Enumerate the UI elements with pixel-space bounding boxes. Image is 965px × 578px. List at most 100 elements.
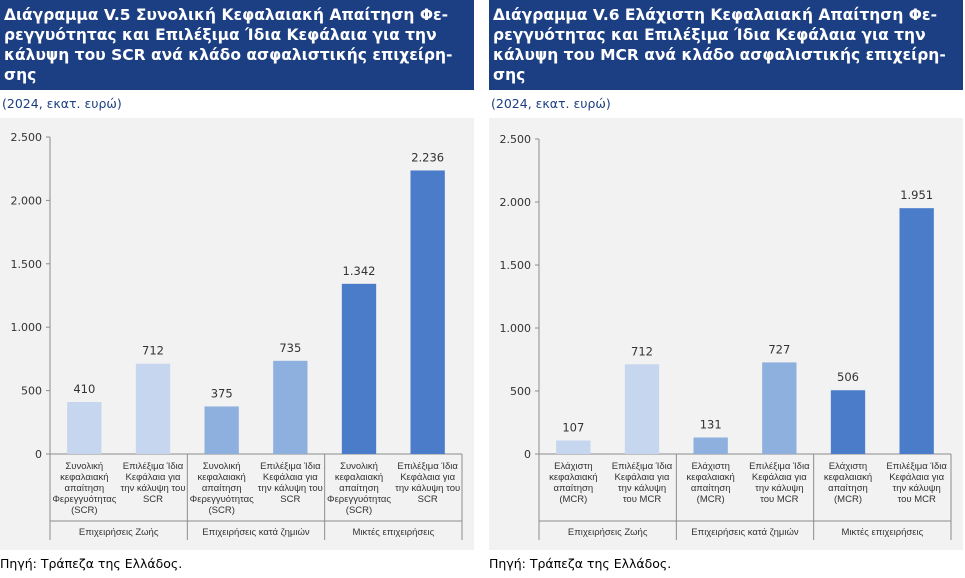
bar bbox=[273, 360, 308, 454]
bar-category-label: απαίτηση bbox=[553, 483, 593, 494]
bar-category-label: την κάλυψη bbox=[893, 483, 941, 494]
group-label: Επιχειρήσεις Ζωής bbox=[79, 527, 159, 538]
bar-category-label: Ελάχιστη bbox=[554, 461, 592, 472]
bar bbox=[135, 363, 171, 454]
bar-category-label: την κάλυψη bbox=[618, 483, 666, 494]
chart-plot-area: 0 500 1.000 1.500 2.000 2.500 107 Ελάχιστη κεφαλ… bbox=[489, 118, 963, 550]
chart-title-line: ρεγγυότητας και Επιλέξιμα Ίδια Κεφάλαια … bbox=[4, 26, 437, 44]
chart-subtitle: (2024, εκατ. ευρώ) bbox=[2, 96, 122, 111]
group-label: Επιχειρήσεις Ζωής bbox=[568, 527, 648, 538]
y-tick-label: 2.000 bbox=[500, 196, 532, 209]
y-tick-label: 1.000 bbox=[500, 322, 532, 335]
bar-category-label: Ελάχιστη bbox=[691, 461, 729, 472]
bar-chart-v5: 05001.0001.5002.0002.500410Συνολικήκεφαλ… bbox=[11, 131, 463, 540]
bar-value-label: 1.342 bbox=[343, 264, 376, 278]
chart-title-line: σης bbox=[493, 66, 526, 84]
bar-category-label: την κάλυψη του bbox=[258, 483, 323, 494]
bar-category-label: την κάλυψη bbox=[755, 483, 803, 494]
chart-title-box: Διάγραμμα V.5 Συνολική Κεφαλαιακή Απαίτη… bbox=[0, 0, 474, 90]
bar-category-label: Ελάχιστη bbox=[829, 461, 867, 472]
bar-category-label: Επιλέξιμα Ίδια bbox=[749, 461, 810, 472]
y-tick-label: 1.000 bbox=[11, 321, 43, 334]
chart-title-line: Διάγραμμα V.6 Ελάχιστη Κεφαλαιακή Απαίτη… bbox=[493, 6, 937, 24]
bar-category-label: (MCR) bbox=[834, 494, 862, 505]
bar-category-label: Φερεγγυότητας bbox=[327, 494, 391, 505]
bar-category-label: Συνολική bbox=[65, 461, 103, 472]
bar-category-label: SCR bbox=[418, 494, 438, 505]
chart-subtitle: (2024, εκατ. ευρώ) bbox=[491, 96, 611, 111]
bar-category-label: (MCR) bbox=[559, 494, 587, 505]
bar-category-label: Συνολική bbox=[203, 461, 241, 472]
bar-value-label: 735 bbox=[279, 341, 301, 355]
bar-category-label: κεφαλαιακή bbox=[686, 472, 734, 483]
chart-panel-v6: Διάγραμμα V.6 Ελάχιστη Κεφαλαιακή Απαίτη… bbox=[489, 0, 963, 578]
y-tick-label: 2.500 bbox=[11, 131, 43, 144]
bar-category-label: Κεφάλαια για bbox=[889, 472, 944, 483]
bar-category-label: Φερεγγυότητας bbox=[52, 494, 116, 505]
y-tick-label: 0 bbox=[524, 448, 531, 461]
bar-category-label: Φερεγγυότητας bbox=[190, 494, 254, 505]
y-tick-label: 2.500 bbox=[500, 133, 532, 146]
bar-category-label: του MCR bbox=[897, 494, 936, 505]
bar bbox=[341, 283, 377, 454]
bar-value-label: 410 bbox=[73, 382, 95, 396]
bar-category-label: SCR bbox=[280, 494, 300, 505]
chart-title-line: ρεγγυότητας και Επιλέξιμα Ίδια Κεφάλαια … bbox=[493, 26, 926, 44]
bar bbox=[556, 440, 591, 454]
chart-title: Διάγραμμα V.5 Συνολική Κεφαλαιακή Απαίτη… bbox=[4, 5, 470, 85]
bar-value-label: 375 bbox=[211, 386, 233, 400]
bar bbox=[830, 390, 866, 454]
bar-category-label: Επιλέξιμα Ίδια bbox=[397, 461, 458, 472]
bar-category-label: Επιλέξιμα Ίδια bbox=[123, 461, 184, 472]
group-label: Μικτές επιχειρήσεις bbox=[841, 527, 923, 538]
bar bbox=[67, 402, 102, 454]
bar bbox=[204, 406, 239, 454]
bar bbox=[693, 437, 728, 454]
bar-category-label: (SCR) bbox=[346, 505, 372, 516]
bar bbox=[624, 364, 660, 454]
chart-source: Πηγή: Τράπεζα της Ελλάδος. bbox=[0, 556, 183, 571]
bar-category-label: Κεφάλαια για bbox=[752, 472, 807, 483]
bar-value-label: 712 bbox=[631, 344, 653, 358]
bar-category-label: κεφαλαιακή bbox=[335, 472, 383, 483]
bar-category-label: Κεφάλαια για bbox=[615, 472, 670, 483]
bar-category-label: του MCR bbox=[623, 494, 662, 505]
chart-title-line: κάλυψη του SCR ανά κλάδο ασφαλιστικής επ… bbox=[4, 46, 453, 64]
y-tick-label: 1.500 bbox=[11, 258, 43, 271]
y-tick-label: 1.500 bbox=[500, 259, 532, 272]
bar-category-label: απαίτηση bbox=[64, 483, 104, 494]
bar-category-label: Συνολική bbox=[340, 461, 378, 472]
y-tick-label: 500 bbox=[21, 385, 42, 398]
bar-category-label: του MCR bbox=[760, 494, 799, 505]
bar-chart-v6: 05001.0001.5002.0002.500107Ελάχιστηκεφαλ… bbox=[500, 133, 952, 540]
bar bbox=[899, 208, 934, 454]
bar-category-label: κεφαλαιακή bbox=[549, 472, 597, 483]
bar-category-label: Επιλέξιμα Ίδια bbox=[886, 461, 947, 472]
chart-plot-area: 0 500 1.000 1.500 2.000 2.500 410 Συνολική κεφαλ… bbox=[0, 118, 474, 550]
bar-category-label: (SCR) bbox=[71, 505, 97, 516]
bar-category-label: κεφαλαιακή bbox=[824, 472, 872, 483]
bar-category-label: απαίτηση bbox=[691, 483, 731, 494]
bar-category-label: (SCR) bbox=[208, 505, 234, 516]
chart-panel-v5: Διάγραμμα V.5 Συνολική Κεφαλαιακή Απαίτη… bbox=[0, 0, 474, 578]
bar-value-label: 1.951 bbox=[900, 188, 933, 202]
group-label: Επιχειρήσεις κατά ζημιών bbox=[691, 527, 799, 538]
bar-value-label: 712 bbox=[142, 344, 164, 358]
bar-category-label: απαίτηση bbox=[202, 483, 242, 494]
bar-value-label: 107 bbox=[562, 421, 584, 435]
y-tick-label: 0 bbox=[35, 448, 42, 461]
chart-title: Διάγραμμα V.6 Ελάχιστη Κεφαλαιακή Απαίτη… bbox=[493, 5, 959, 85]
chart-source: Πηγή: Τράπεζα της Ελλάδος. bbox=[489, 556, 672, 571]
bar-category-label: κεφαλαιακή bbox=[60, 472, 108, 483]
bar-category-label: Κεφάλαια για bbox=[400, 472, 455, 483]
chart-title-line: Διάγραμμα V.5 Συνολική Κεφαλαιακή Απαίτη… bbox=[4, 6, 449, 24]
group-label: Μικτές επιχειρήσεις bbox=[352, 527, 434, 538]
bar-value-label: 727 bbox=[768, 342, 790, 356]
bar-category-label: Κεφάλαια για bbox=[126, 472, 181, 483]
bar-category-label: SCR bbox=[143, 494, 163, 505]
bar-category-label: την κάλυψη του bbox=[120, 483, 185, 494]
chart-title-line: κάλυψη του MCR ανά κλάδο ασφαλιστικής επ… bbox=[493, 46, 946, 64]
group-label: Επιχειρήσεις κατά ζημιών bbox=[202, 527, 310, 538]
y-tick-label: 2.000 bbox=[11, 194, 43, 207]
bar bbox=[762, 362, 797, 454]
